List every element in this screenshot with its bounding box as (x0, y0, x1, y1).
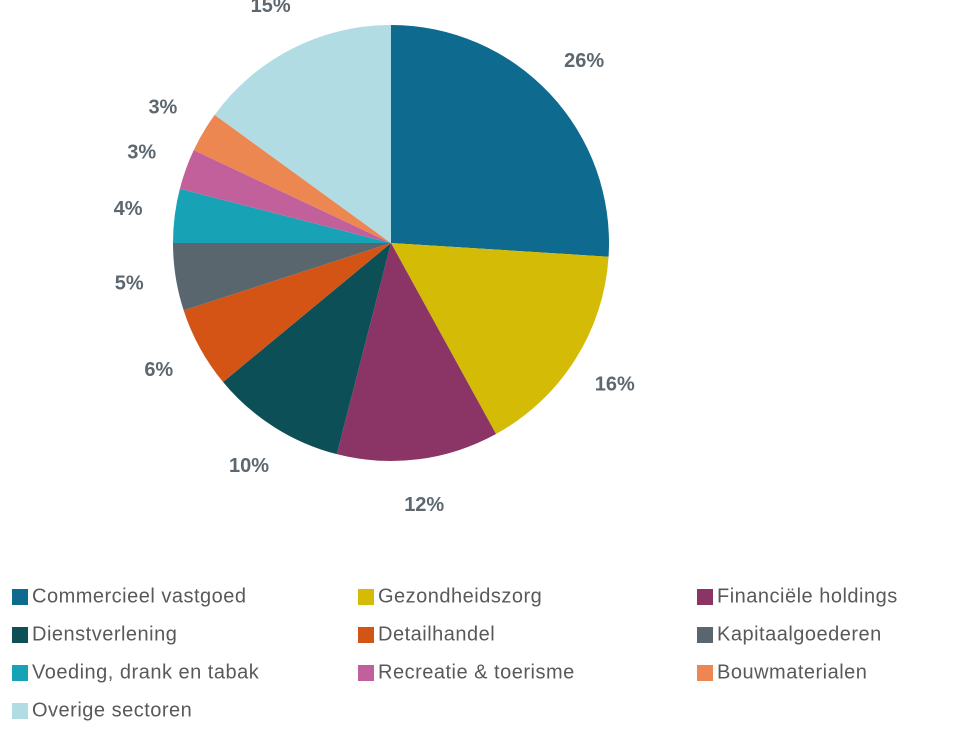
legend-swatch (697, 589, 713, 605)
legend-swatch (358, 589, 374, 605)
legend-label: Dienstverlening (32, 623, 177, 645)
legend-swatch (697, 665, 713, 681)
legend-label: Bouwmaterialen (717, 661, 867, 683)
pie-slice (179, 150, 391, 243)
data-label: 3% (127, 142, 156, 164)
legend-label: Commercieel vastgoed (32, 585, 247, 607)
pie-slice (173, 188, 391, 243)
data-label: 5% (115, 273, 144, 295)
legend-swatch (697, 627, 713, 643)
data-label: 3% (148, 96, 177, 118)
data-label: 4% (114, 198, 143, 220)
data-label: 15% (251, 0, 291, 17)
pie-slice (193, 114, 391, 243)
pie-slice (391, 25, 609, 257)
pie-slice (173, 243, 391, 311)
legend-label: Detailhandel (378, 623, 495, 645)
pie-slice (183, 243, 391, 382)
data-label: 6% (144, 359, 173, 381)
legend-label: Financiële holdings (717, 585, 898, 607)
pie-slice (336, 243, 497, 461)
pie-slice (223, 243, 391, 455)
legend-swatch (12, 627, 28, 643)
data-label: 10% (229, 455, 269, 477)
data-label: 12% (404, 494, 444, 516)
pie-slice (214, 25, 391, 243)
data-label: 26% (564, 50, 604, 72)
legend-swatch (12, 665, 28, 681)
data-label: 16% (595, 373, 635, 395)
legend-swatch (12, 703, 28, 719)
legend-label: Overige sectoren (32, 699, 192, 721)
legend-swatch (358, 665, 374, 681)
legend-label: Recreatie & toerisme (378, 661, 575, 683)
legend-swatch (358, 627, 374, 643)
legend-swatch (12, 589, 28, 605)
legend-label: Voeding, drank en tabak (32, 661, 260, 683)
legend-label: Kapitaalgoederen (717, 623, 882, 645)
legend-label: Gezondheidszorg (378, 585, 542, 607)
pie-slice (391, 243, 609, 435)
